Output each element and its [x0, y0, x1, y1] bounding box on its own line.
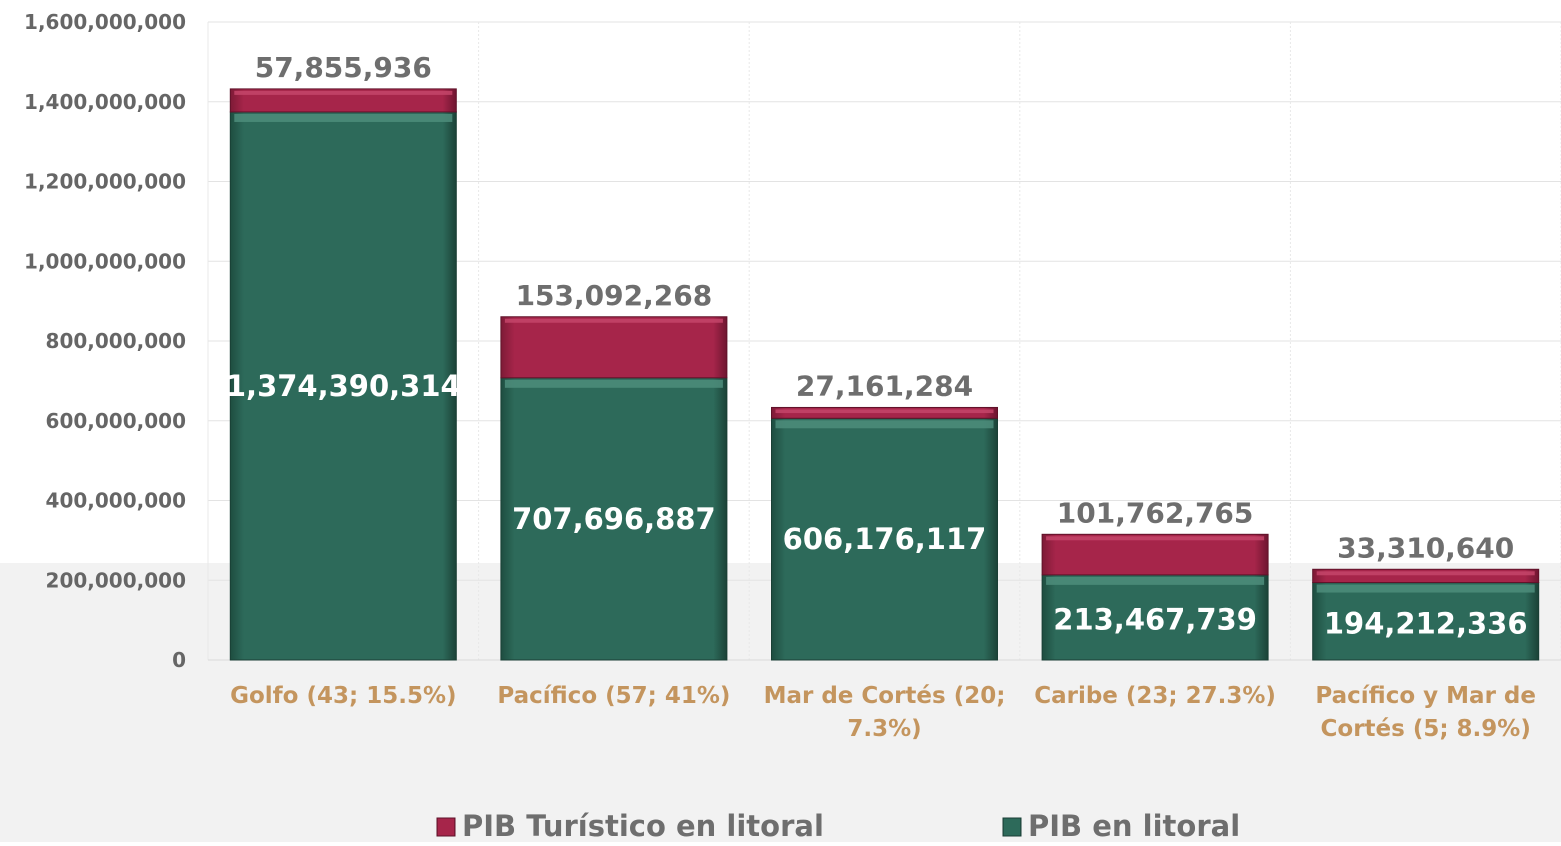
legend-label: PIB Turístico en litoral	[462, 809, 824, 842]
data-label-pib-turistico: 153,092,268	[516, 279, 713, 312]
x-category-label: Cortés (5; 8.9%)	[1321, 716, 1531, 742]
bar-pib-turistico-bevel	[775, 409, 994, 414]
bar-pib-turistico-bevel	[1316, 571, 1535, 576]
bar-pib-turistico	[500, 316, 728, 379]
bar-pib-litoral-bevel	[234, 113, 453, 122]
bar-pib-litoral	[229, 111, 457, 661]
data-label-pib-litoral: 1,374,390,314	[226, 369, 461, 403]
legend-swatch	[436, 817, 456, 837]
y-tick-label: 0	[172, 648, 186, 672]
x-category-label: Mar de Cortés (20;	[764, 683, 1006, 709]
x-category-label: Golfo (43; 15.5%)	[230, 683, 456, 709]
y-tick-label: 800,000,000	[46, 329, 186, 353]
y-tick-label: 1,400,000,000	[24, 90, 186, 114]
bar-pib-litoral	[500, 377, 728, 661]
data-label-pib-litoral: 707,696,887	[512, 502, 716, 536]
y-tick-label: 400,000,000	[46, 489, 186, 513]
x-category-label: Caribe (23; 27.3%)	[1034, 683, 1276, 709]
data-label-pib-turistico: 57,855,936	[255, 51, 432, 84]
bar-pib-turistico-bevel	[504, 318, 723, 323]
bar-pib-litoral-bevel	[1046, 576, 1265, 585]
y-tick-label: 200,000,000	[46, 568, 186, 592]
data-label-pib-turistico: 101,762,765	[1057, 496, 1254, 529]
data-label-pib-turistico: 33,310,640	[1337, 531, 1514, 564]
x-category-label: 7.3%)	[847, 716, 921, 742]
y-tick-label: 1,000,000,000	[24, 249, 186, 273]
bar-pib-litoral	[771, 417, 998, 661]
data-label-pib-litoral: 213,467,739	[1053, 602, 1257, 636]
bar-pib-litoral	[1041, 574, 1269, 661]
y-tick-label: 600,000,000	[46, 409, 186, 433]
data-label-pib-turistico: 27,161,284	[796, 369, 973, 402]
legend-label: PIB en litoral	[1028, 809, 1240, 842]
bar-pib-litoral-bevel	[775, 420, 994, 429]
data-label-pib-litoral: 606,176,117	[783, 522, 987, 556]
bar-pib-litoral-bevel	[504, 379, 723, 388]
bar-pib-turistico-bevel	[234, 90, 453, 95]
bar-pib-litoral-bevel	[1316, 584, 1535, 593]
x-category-label: Pacífico y Mar de	[1315, 683, 1536, 709]
bar-pib-turistico-bevel	[1046, 536, 1265, 541]
data-label-pib-litoral: 194,212,336	[1324, 606, 1528, 640]
legend-swatch	[1002, 817, 1022, 837]
y-tick-label: 1,600,000,000	[24, 10, 186, 34]
bar-pib-turistico	[1041, 533, 1269, 576]
x-category-label: Pacífico (57; 41%)	[497, 683, 730, 709]
bar-pib-litoral	[1312, 582, 1540, 661]
y-tick-label: 1,200,000,000	[24, 170, 186, 194]
bar-pib-turistico	[1312, 568, 1540, 584]
